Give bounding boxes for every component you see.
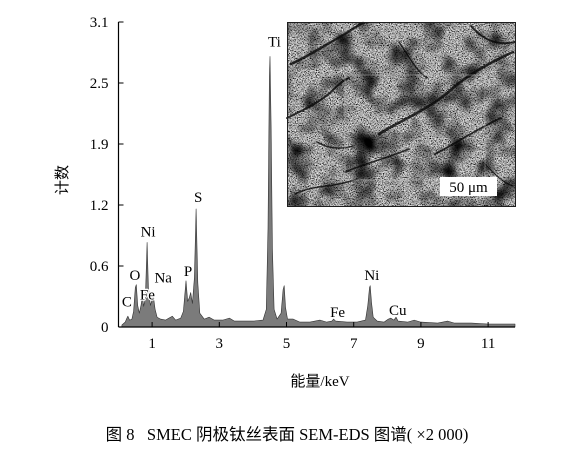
sem-region-frame bbox=[344, 74, 486, 181]
plot-marks bbox=[121, 56, 516, 328]
peak-label-c: C bbox=[122, 294, 132, 310]
y-tick-label: 0.6 bbox=[90, 259, 109, 275]
x-tick-label: 5 bbox=[283, 336, 291, 352]
y-tick-label: 1.2 bbox=[90, 198, 109, 214]
peak-label-cu: Cu bbox=[389, 303, 407, 319]
y-tick-label: 2.5 bbox=[90, 76, 109, 92]
peak-label-ni: Ni bbox=[141, 224, 156, 240]
y-tick-label: 3.1 bbox=[90, 15, 109, 31]
y-tick-label: 0 bbox=[101, 320, 109, 336]
x-tick-label: 11 bbox=[481, 336, 495, 352]
x-tick-label: 9 bbox=[417, 336, 425, 352]
y-axis-title: 计数 bbox=[54, 165, 71, 195]
scale-bar-box bbox=[440, 177, 497, 196]
x-tick-label: 7 bbox=[350, 336, 358, 352]
axes: 0 0.6 1.2 1.9 2.5 3.1 1 3 5 7 9 11 bbox=[90, 15, 515, 352]
scale-bar-label: 50 μm bbox=[449, 180, 488, 196]
peak-label-o: O bbox=[130, 268, 141, 284]
sem-surface-cracks bbox=[286, 21, 516, 195]
peak-label-ti: Ti bbox=[268, 35, 281, 51]
peak-label-s: S bbox=[194, 190, 202, 206]
peak-label-fe: Fe bbox=[140, 287, 155, 303]
sem-inset-image: 50 μm bbox=[286, 21, 516, 207]
peak-label-p: P bbox=[184, 264, 192, 280]
sem-inset-border bbox=[287, 22, 516, 207]
peak-label-na: Na bbox=[154, 271, 172, 287]
peak-labels: CO Fe Ni Na P S Ti Fe Ni Cu bbox=[121, 33, 408, 322]
sem-image-shading bbox=[287, 22, 516, 207]
x-tick-label: 3 bbox=[216, 336, 224, 352]
y-tick-label: 1.9 bbox=[90, 137, 109, 153]
x-axis-title: 能量/keV bbox=[290, 373, 349, 390]
peak-label-ni: Ni bbox=[364, 268, 379, 284]
peak-label-fe: Fe bbox=[330, 305, 345, 321]
figure-caption: 图 8 SMEC 阴极钛丝表面 SEM-EDS 图谱( ×2 000) bbox=[106, 425, 469, 444]
spectrum-area bbox=[121, 56, 516, 328]
x-tick-label: 1 bbox=[148, 336, 156, 352]
